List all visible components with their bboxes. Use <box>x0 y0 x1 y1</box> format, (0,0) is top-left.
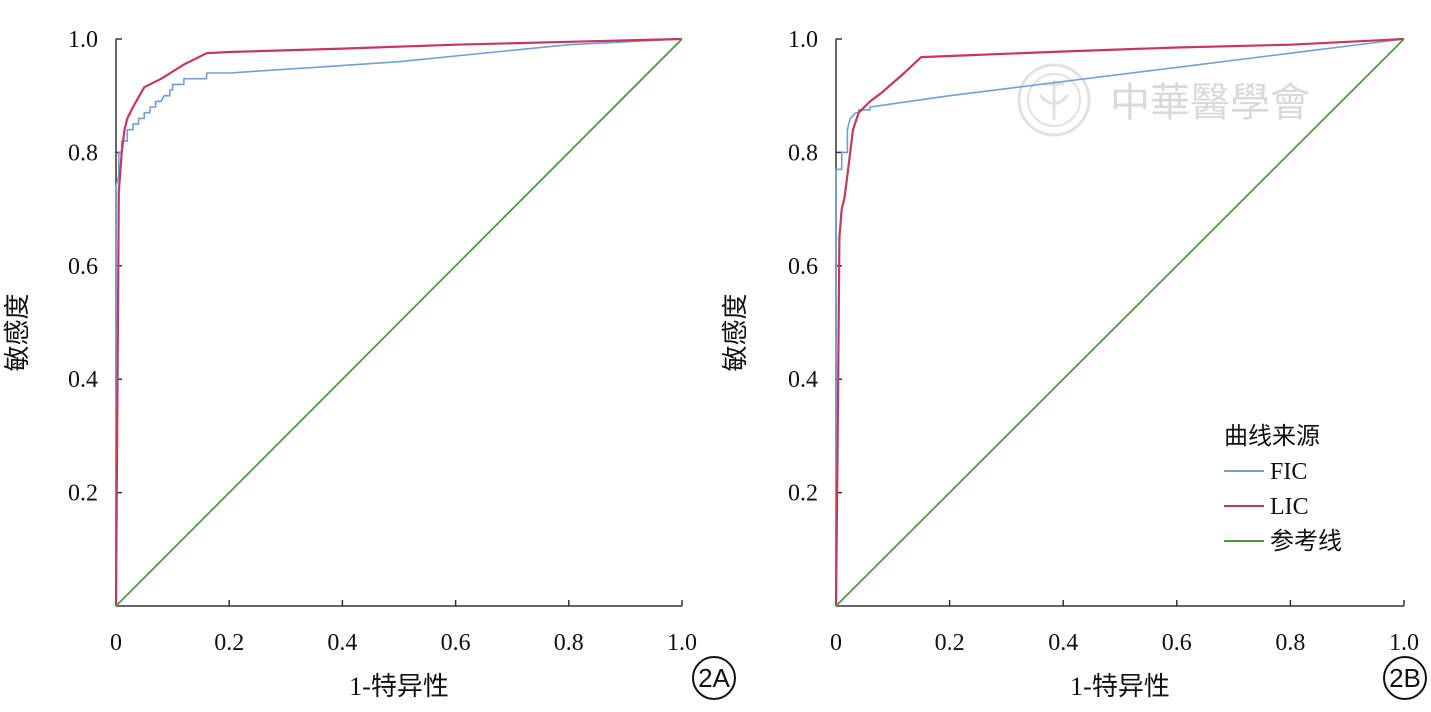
series-line-fic <box>115 38 683 606</box>
series-line-lic <box>114 37 683 607</box>
panel-2A: 0 0.2 0.4 0.6 0.8 1.0 0.2 0.4 0.6 0.8 1.0 1-特异性 敏感度 2… <box>3 27 736 701</box>
y-tick-label: 0.2 <box>788 481 818 507</box>
x-tick-label: 0 <box>830 630 842 656</box>
x-tick-label: 0.6 <box>1162 630 1192 656</box>
panel-2B: 0 0.2 0.4 0.6 0.8 1.0 0.2 0.4 0.6 0.8 1.0 1-特异性 敏感度 2… <box>721 27 1427 701</box>
x-tick-label: 0.8 <box>554 630 584 656</box>
y-tick-label: 1.0 <box>68 27 98 53</box>
x-tick-label: 0.4 <box>327 630 357 656</box>
panel-label: 2A <box>692 656 736 700</box>
series-line-reference <box>115 38 683 607</box>
legend-label: FIC <box>1270 459 1307 485</box>
panel-label: 2B <box>1383 656 1427 700</box>
x-tick-label: 0.2 <box>214 630 244 656</box>
legend-label: LIC <box>1270 494 1309 520</box>
y-axis-title: 敏感度 <box>721 293 750 371</box>
panel-label-circle <box>692 656 736 700</box>
x-tick-label: 0 <box>110 630 122 656</box>
x-tick-label: 1.0 <box>667 630 697 656</box>
watermark-text: 中華醫學會 <box>1110 80 1310 126</box>
x-axis-title: 1-特异性 <box>349 672 449 701</box>
y-tick-label: 0.4 <box>68 367 98 393</box>
x-axis-title: 1-特异性 <box>1070 672 1170 701</box>
watermark: 中華醫學會 <box>1017 63 1310 137</box>
y-tick-label: 0.6 <box>788 254 818 280</box>
y-tick-label: 0.4 <box>788 367 818 393</box>
x-tick-label: 0.2 <box>935 630 965 656</box>
x-tick-label: 1.0 <box>1389 630 1419 656</box>
x-tick-label: 0.6 <box>441 630 471 656</box>
y-tick-label: 0.6 <box>68 254 98 280</box>
panel-label-text: 2A <box>698 663 730 693</box>
legend-title: 曲线来源 <box>1224 423 1320 450</box>
series-line-reference <box>835 38 1405 607</box>
y-axis-title: 敏感度 <box>3 293 32 371</box>
legend: 曲线来源 FIC LIC 参考线 <box>1224 423 1342 555</box>
y-tick-label: 0.8 <box>788 140 818 166</box>
panel-label-circle <box>1383 656 1427 700</box>
y-tick-label: 1.0 <box>788 27 818 53</box>
legend-label: 参考线 <box>1270 528 1342 555</box>
watermark-seal-icon <box>1017 63 1091 137</box>
panel-label-text: 2B <box>1389 663 1421 693</box>
y-tick-label: 0.8 <box>68 140 98 166</box>
series-line-lic <box>834 37 1405 607</box>
x-tick-label: 0.4 <box>1048 630 1078 656</box>
y-tick-label: 0.2 <box>68 481 98 507</box>
x-tick-label: 0.8 <box>1275 630 1305 656</box>
